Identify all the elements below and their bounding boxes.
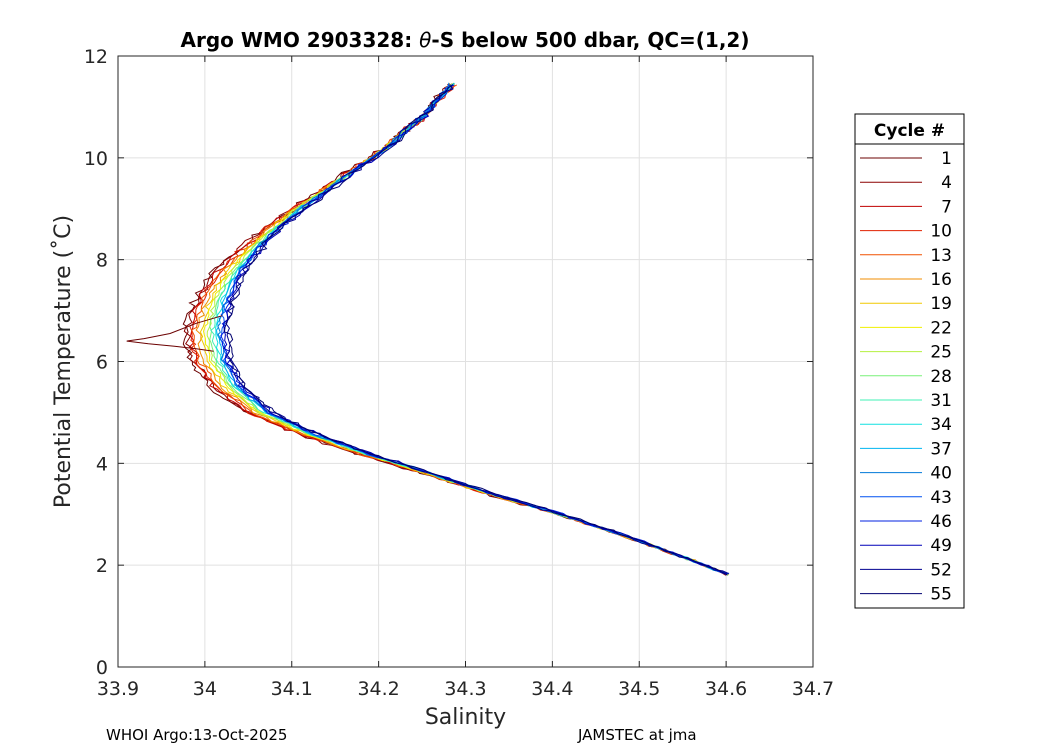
legend-label: 37	[930, 439, 952, 459]
footer-credit: JAMSTEC at jma	[578, 726, 697, 744]
x-tick-label: 33.9	[97, 678, 139, 700]
legend-title: Cycle #	[874, 121, 945, 141]
x-tick-label: 34.4	[531, 678, 573, 700]
legend-label: 55	[930, 585, 952, 605]
legend-label: 25	[930, 343, 952, 363]
legend: Cycle # 1 4 7 10 13 16 19 22 25 28 31 34 37 40 43 46 49 5…	[854, 113, 965, 609]
axis-ticks: 33.9 34 34.1 34.2 34.3 34.4 34.5 34.6 34.7 0 2 4 6 8 1…	[84, 46, 834, 700]
legend-label: 10	[930, 222, 952, 242]
footer-source-date: WHOI Argo:13-Oct-2025	[106, 726, 288, 744]
legend-label: 52	[930, 560, 952, 580]
x-tick-label: 34.3	[444, 678, 486, 700]
x-tick-label: 34.7	[792, 678, 834, 700]
legend-label: 4	[941, 173, 952, 193]
series-group	[126, 82, 730, 576]
y-tick-label: 12	[84, 46, 108, 68]
cycle-line	[223, 84, 728, 576]
y-tick-label: 8	[96, 250, 108, 272]
legend-label: 16	[930, 270, 952, 290]
x-tick-label: 34.6	[705, 678, 747, 700]
legend-label: 1	[941, 149, 952, 169]
x-tick-label: 34	[193, 678, 217, 700]
legend-label: 28	[930, 367, 952, 387]
y-tick-label: 0	[96, 657, 108, 679]
legend-label: 34	[930, 415, 952, 435]
x-tick-label: 34.1	[271, 678, 313, 700]
legend-label: 19	[930, 294, 952, 314]
y-tick-label: 2	[96, 555, 108, 577]
y-tick-label: 6	[96, 352, 108, 374]
legend-label: 7	[941, 197, 952, 217]
legend-label: 22	[930, 318, 952, 338]
cycle-1-intrusion	[126, 315, 223, 352]
legend-label: 43	[930, 488, 952, 508]
y-tick-label: 4	[96, 453, 108, 475]
legend-items: 1 4 7 10 13 16 19 22 25 28 31 34 37 40 43 46 49 52 55	[860, 149, 952, 605]
legend-label: 13	[930, 246, 952, 266]
legend-label: 40	[930, 464, 952, 484]
y-axis-label: Potential Temperature (˚C)	[51, 215, 76, 508]
chart-title: Argo WMO 2903328: θ-S below 500 dbar, QC…	[181, 28, 750, 52]
y-tick-label: 10	[84, 148, 108, 170]
legend-label: 49	[930, 536, 952, 556]
x-axis-label: Salinity	[425, 705, 506, 730]
cycle-line	[225, 84, 729, 575]
x-tick-label: 34.5	[618, 678, 660, 700]
legend-label: 46	[930, 512, 952, 532]
x-tick-label: 34.2	[357, 678, 399, 700]
legend-box	[854, 113, 965, 609]
legend-label: 31	[930, 391, 952, 411]
